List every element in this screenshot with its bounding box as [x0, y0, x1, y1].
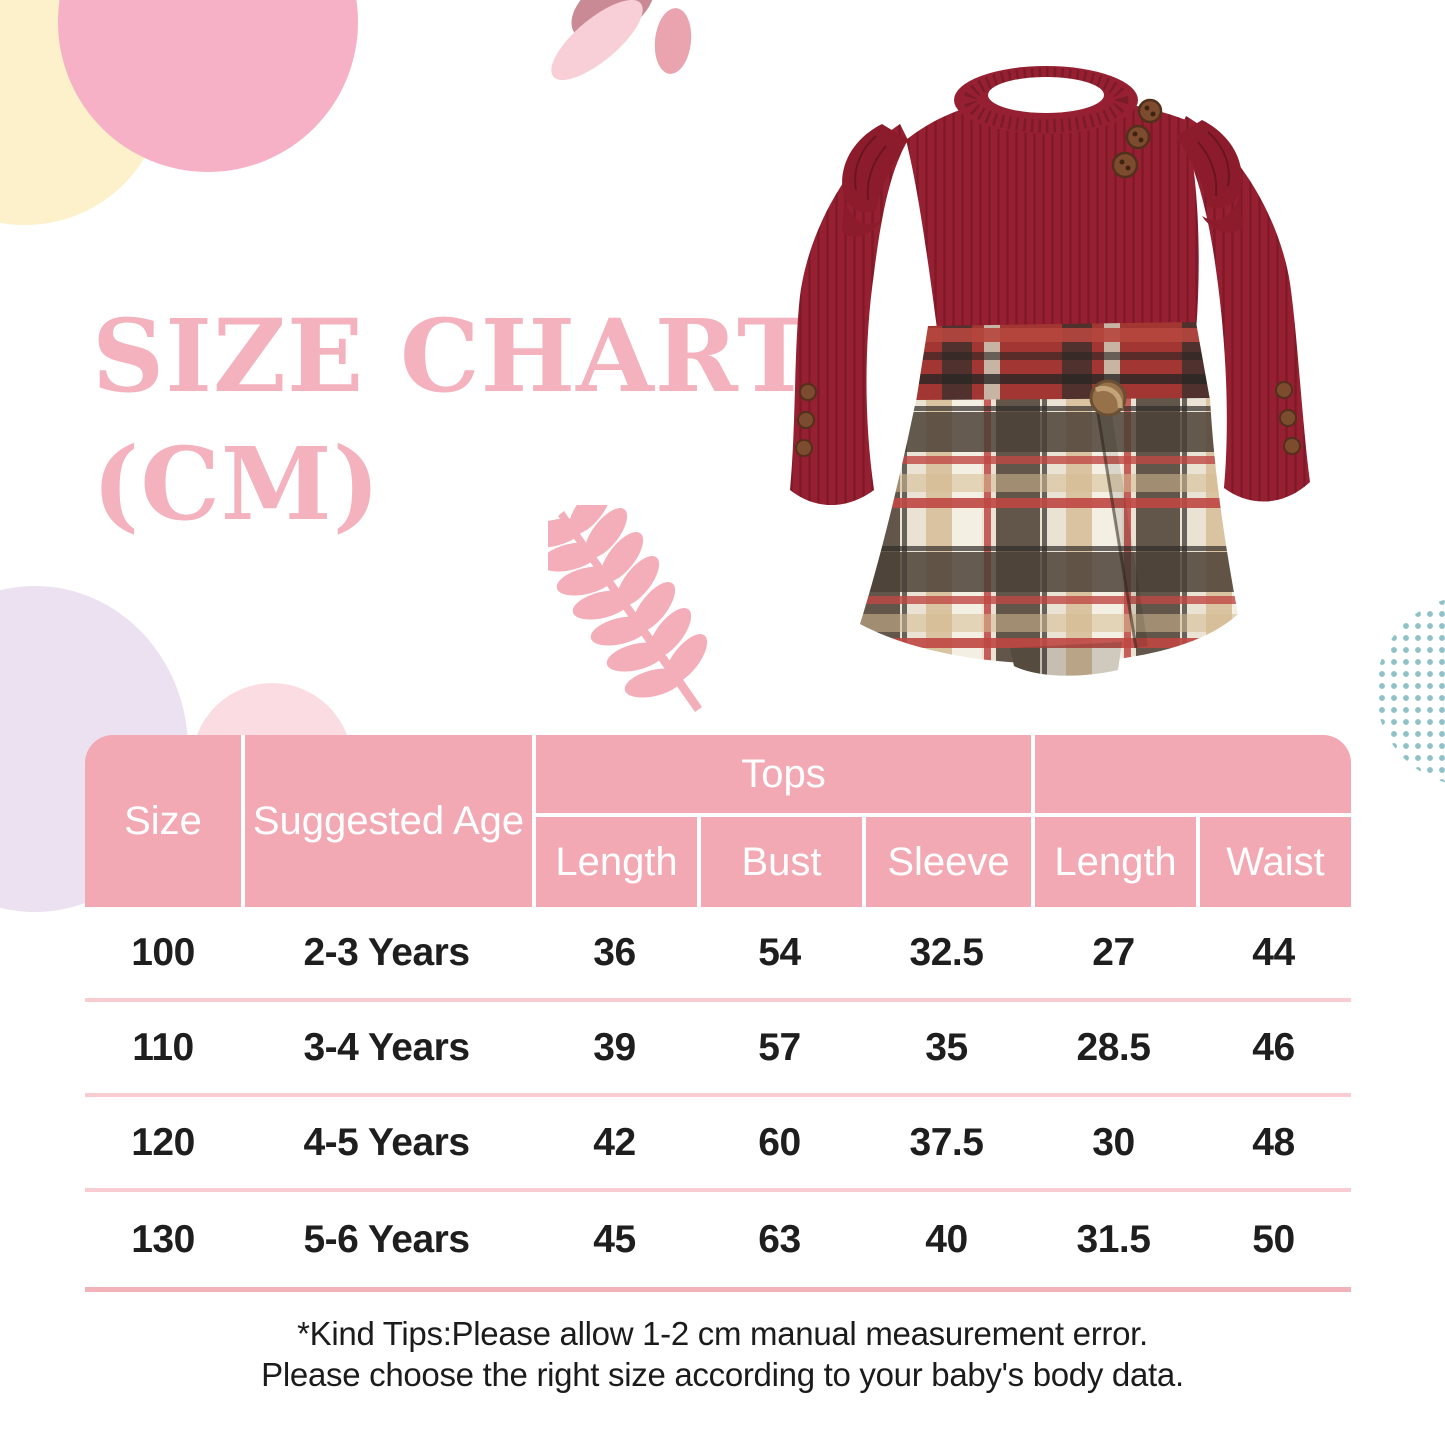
collar	[954, 66, 1138, 134]
petal-cluster-decoration	[551, 0, 692, 81]
cell-bust: 54	[758, 930, 801, 974]
cell-age: 3-4 Years	[303, 1025, 470, 1069]
cuff-buttons	[795, 381, 1301, 457]
leaf-branch-decoration	[548, 505, 708, 712]
kind-tips-line2: Please choose the right size according t…	[261, 1355, 1184, 1393]
cell-bust: 60	[758, 1120, 801, 1164]
cell-waist: 50	[1252, 1217, 1295, 1261]
page-title: SIZE CHART (CM)	[92, 292, 812, 548]
cell-waist: 48	[1252, 1120, 1295, 1164]
header-tops-bust: Bust	[697, 817, 862, 907]
header-tops-sleeve: Sleeve	[862, 817, 1031, 907]
table-row: 120 4-5 Years 42 60 37.5 30 48	[85, 1097, 1351, 1192]
kind-tips-line1: *Kind Tips:Please allow 1-2 cm manual me…	[297, 1315, 1148, 1352]
cell-age: 2-3 Years	[303, 930, 470, 974]
cell-size: 110	[132, 1025, 194, 1069]
page-title-line1: SIZE CHART	[92, 297, 813, 415]
product-photo	[790, 66, 1310, 676]
cell-bust: 63	[758, 1217, 801, 1261]
header-size: Size	[124, 798, 202, 843]
cell-bottom-length: 28.5	[1076, 1025, 1151, 1069]
cell-sleeve: 35	[925, 1025, 968, 1069]
header-group-tops: Tops	[532, 735, 1031, 817]
table-row: 130 5-6 Years 45 63 40 31.5 50	[85, 1192, 1351, 1287]
cell-waist: 46	[1252, 1025, 1295, 1069]
cell-sleeve: 40	[925, 1217, 968, 1261]
shoulder-ruffles	[842, 120, 1242, 237]
cell-bottom-length: 31.5	[1076, 1217, 1151, 1261]
decorative-dotted-circle	[1376, 596, 1445, 786]
cell-sleeve: 32.5	[909, 930, 984, 974]
cell-age: 4-5 Years	[303, 1120, 470, 1164]
cell-top-length: 39	[593, 1025, 636, 1069]
cell-bottom-length: 30	[1092, 1120, 1135, 1164]
cell-top-length: 45	[593, 1217, 636, 1261]
header-group-bottoms	[1031, 735, 1351, 817]
header-tops-length: Length	[532, 817, 697, 907]
kind-tips: *Kind Tips:Please allow 1-2 cm manual me…	[0, 1314, 1445, 1395]
header-bottom-length: Length	[1031, 817, 1196, 907]
plaid-skirt	[860, 322, 1238, 676]
header-bottom-waist: Waist	[1196, 817, 1351, 907]
cell-top-length: 36	[593, 930, 636, 974]
sweater-sleeves	[790, 116, 1310, 506]
size-table: Size Suggested Age Tops Length Bust Slee…	[85, 735, 1351, 1292]
header-suggested-age: Suggested Age	[241, 735, 532, 907]
cell-bust: 57	[758, 1025, 801, 1069]
page-title-line2: (CM)	[92, 425, 381, 543]
size-table-header: Size Suggested Age Tops Length Bust Slee…	[85, 735, 1351, 907]
cell-age: 5-6 Years	[303, 1217, 470, 1261]
cell-size: 130	[131, 1217, 195, 1261]
cell-sleeve: 37.5	[909, 1120, 984, 1164]
cell-waist: 44	[1252, 930, 1295, 974]
table-row: 110 3-4 Years 39 57 35 28.5 46	[85, 1002, 1351, 1097]
shoulder-buttons	[1111, 98, 1163, 179]
size-table-body: 100 2-3 Years 36 54 32.5 27 44 110 3-4 Y…	[85, 907, 1351, 1292]
cell-bottom-length: 27	[1092, 930, 1135, 974]
cell-size: 100	[131, 930, 195, 974]
cell-size: 120	[131, 1120, 195, 1164]
table-row: 100 2-3 Years 36 54 32.5 27 44	[85, 907, 1351, 1002]
cell-top-length: 42	[593, 1120, 636, 1164]
